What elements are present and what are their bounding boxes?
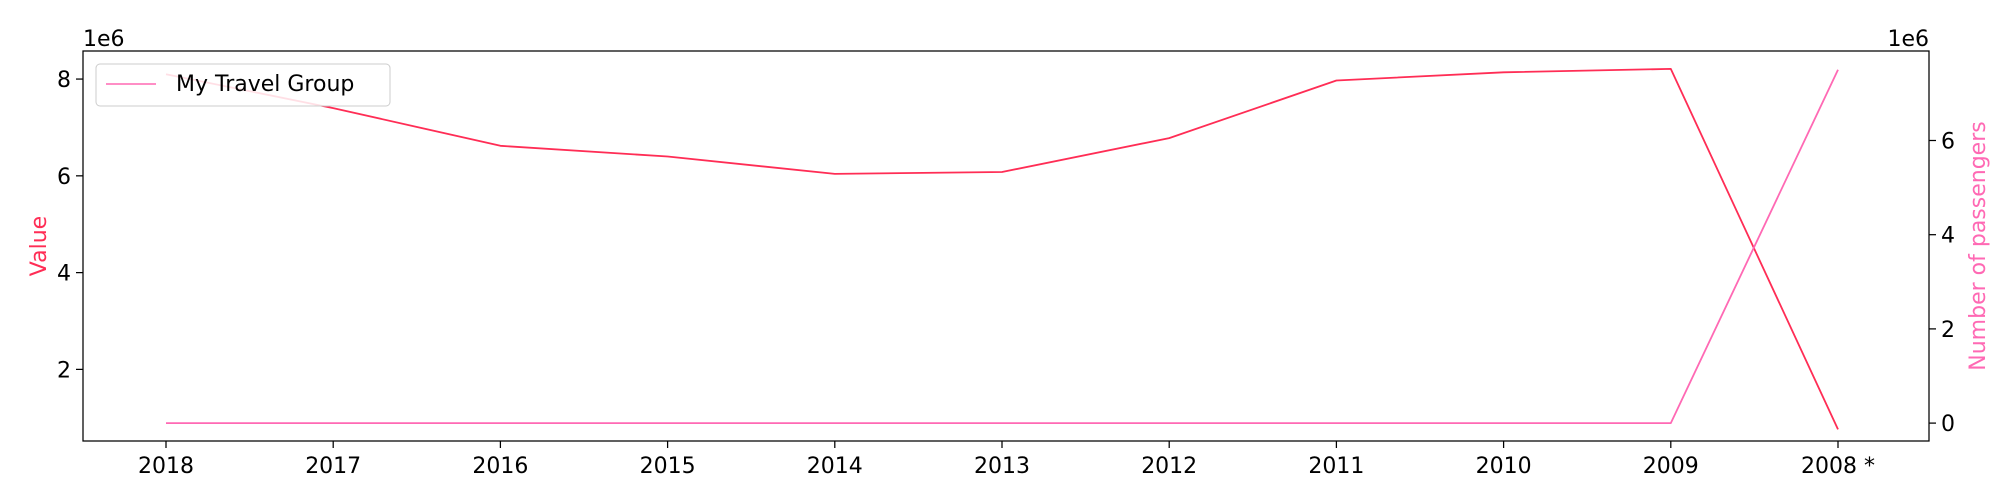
- left-y-tick-label: 4: [57, 262, 71, 287]
- right-y-tick-label: 2: [1941, 318, 1955, 343]
- right-y-axis: 0 2 4 6: [1929, 129, 1955, 437]
- left-y-tick-label: 8: [57, 68, 71, 93]
- series-line-1: [166, 69, 1839, 425]
- right-y-tick-label: 6: [1941, 129, 1955, 154]
- x-tick-label: 2009: [1643, 454, 1699, 479]
- series-layer: [165, 68, 1839, 430]
- right-axis-label: Number of passengers: [1966, 121, 1991, 370]
- x-tick-label: 2017: [305, 454, 361, 479]
- right-y-tick-label: 0: [1941, 412, 1955, 437]
- left-axis-offset-label: 1e6: [83, 27, 125, 52]
- x-tick-label: 2018: [138, 454, 194, 479]
- x-tick-label: 2014: [807, 454, 863, 479]
- left-y-axis: 2 4 6 8: [57, 68, 83, 383]
- x-tick-label: 2008 *: [1801, 454, 1875, 479]
- series-line-0: [165, 68, 1839, 430]
- legend-box: [95, 63, 391, 107]
- x-tick-label: 2010: [1476, 454, 1532, 479]
- x-tick-label: 2016: [472, 454, 528, 479]
- x-tick-label: 2011: [1308, 454, 1364, 479]
- left-y-tick-label: 6: [57, 165, 71, 190]
- left-axis-label: Value: [27, 216, 52, 276]
- right-axis-offset-label: 1e6: [1887, 27, 1929, 52]
- x-tick-label: 2013: [974, 454, 1030, 479]
- x-tick-label: 2012: [1141, 454, 1197, 479]
- right-y-tick-label: 4: [1941, 224, 1955, 249]
- left-y-tick-label: 2: [57, 358, 71, 383]
- plot-frame: [82, 50, 1930, 442]
- legend-label: My Travel Group: [176, 72, 354, 97]
- legend: My Travel Group: [95, 63, 391, 107]
- x-axis: 2018 2017 2016 2015 2014 2013 2012 2011 2010 2009…: [138, 441, 1875, 479]
- x-tick-label: 2015: [640, 454, 696, 479]
